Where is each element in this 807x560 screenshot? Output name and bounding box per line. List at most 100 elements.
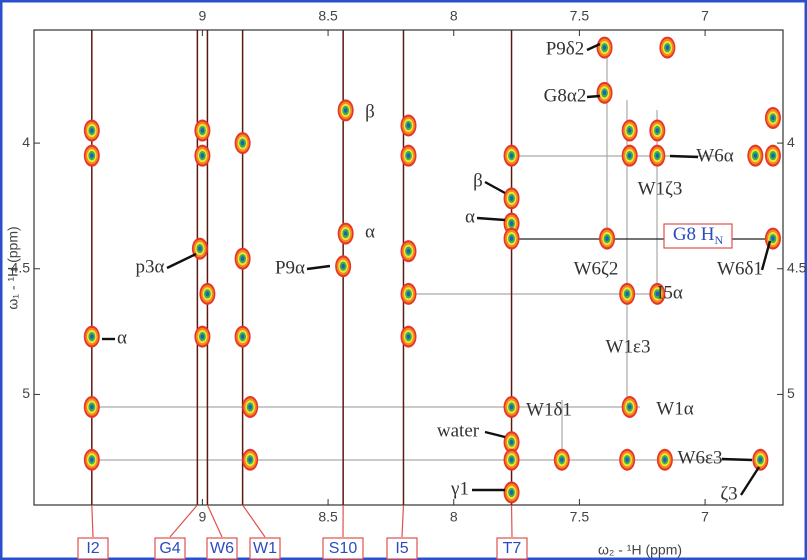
annotation-text: G8 H	[673, 224, 715, 245]
peak-contour	[510, 490, 514, 495]
peak	[649, 145, 665, 167]
peak	[84, 449, 100, 471]
peak-contour	[241, 334, 245, 339]
y-tick-label: 4	[22, 134, 30, 150]
residue-label: I2	[86, 540, 99, 557]
annotation: α	[465, 206, 475, 227]
annotation: β	[365, 101, 375, 122]
peak	[597, 82, 613, 104]
x-tick-label: 8.5	[318, 8, 338, 24]
peak-contour	[628, 405, 632, 410]
peak	[649, 120, 665, 142]
peak-contour	[248, 405, 252, 410]
x-tick-label: 7	[701, 509, 709, 525]
peak	[765, 107, 781, 129]
peak	[192, 238, 208, 260]
peak-contour	[407, 123, 411, 128]
peak	[235, 132, 251, 154]
peak	[401, 326, 417, 348]
peak	[504, 228, 520, 250]
peak	[765, 145, 781, 167]
peak	[622, 145, 638, 167]
peak	[235, 326, 251, 348]
peak	[84, 396, 100, 418]
peak	[235, 248, 251, 270]
peak-contour	[90, 405, 94, 410]
peak	[504, 187, 520, 209]
annotation: W6α	[696, 145, 733, 166]
x-tick-label: 8.5	[318, 509, 338, 525]
peak-contour	[510, 153, 514, 158]
peak	[747, 145, 763, 167]
peak	[554, 449, 570, 471]
peak	[504, 145, 520, 167]
peak-contour	[625, 291, 629, 296]
annotation-subscript: N	[715, 233, 724, 247]
x-tick-label: 7.5	[570, 8, 590, 24]
y-tick-label: 5	[22, 385, 30, 401]
peak-contour	[90, 334, 94, 339]
peak	[752, 449, 768, 471]
y-tick-label: 4.5	[787, 259, 807, 275]
residue-label: S10	[329, 540, 358, 557]
peak-contour	[90, 128, 94, 133]
peak	[599, 228, 615, 250]
peak	[199, 283, 215, 305]
nmr-chart: ω₁ - ¹H (ppm) ω₂ - ¹H (ppm) 998.58.5887.…	[0, 0, 807, 560]
peak-contour	[666, 45, 670, 50]
x-axis-label: ω₂ - ¹H (ppm)	[598, 542, 682, 558]
residue-label: W1	[253, 540, 277, 557]
annotation: water	[437, 420, 480, 441]
peak-contour	[754, 153, 758, 158]
peak-contour	[759, 457, 763, 462]
annotation: G8α2	[544, 85, 587, 106]
peak-contour	[510, 405, 514, 410]
peak	[619, 449, 635, 471]
peak-contour	[510, 457, 514, 462]
y-tick-label: 5	[787, 385, 795, 401]
peak	[597, 37, 613, 59]
x-tick-label: 9	[199, 8, 207, 24]
residue-label: I5	[395, 540, 408, 557]
peak	[84, 120, 100, 142]
peak-contour	[198, 246, 202, 251]
peak	[622, 120, 638, 142]
annotation: P9δ2	[546, 38, 585, 59]
peak-contour	[407, 153, 411, 158]
annotation: W6ε3	[678, 447, 723, 468]
peak-contour	[510, 236, 514, 241]
peak	[242, 449, 258, 471]
peak-contour	[663, 457, 667, 462]
annotation: W6ζ2	[574, 258, 619, 279]
peak-contour	[341, 264, 345, 269]
peak	[401, 240, 417, 262]
peak-contour	[628, 153, 632, 158]
peak	[504, 396, 520, 418]
annotation: ζ3	[720, 483, 737, 504]
peak-contour	[201, 128, 205, 133]
peak	[401, 283, 417, 305]
x-tick-label: 7	[701, 8, 709, 24]
peak-contour	[201, 334, 205, 339]
peak-contour	[603, 90, 607, 95]
peak-contour	[407, 291, 411, 296]
residue-label: G4	[159, 540, 180, 557]
peak-contour	[605, 236, 609, 241]
peak-contour	[90, 457, 94, 462]
peak-contour	[771, 236, 775, 241]
peak	[622, 396, 638, 418]
annotation: β	[473, 170, 483, 191]
peak	[657, 449, 673, 471]
peak	[84, 326, 100, 348]
peak-contour	[510, 196, 514, 201]
annotation: α	[117, 327, 127, 348]
peak-contour	[771, 116, 775, 121]
peak	[401, 145, 417, 167]
annotation: I5α	[657, 282, 683, 303]
peak-contour	[90, 153, 94, 158]
peak-contour	[241, 141, 245, 146]
residue-label: W6	[210, 540, 234, 557]
peak	[194, 120, 210, 142]
peak-contour	[407, 334, 411, 339]
annotation: p3α	[136, 256, 165, 277]
